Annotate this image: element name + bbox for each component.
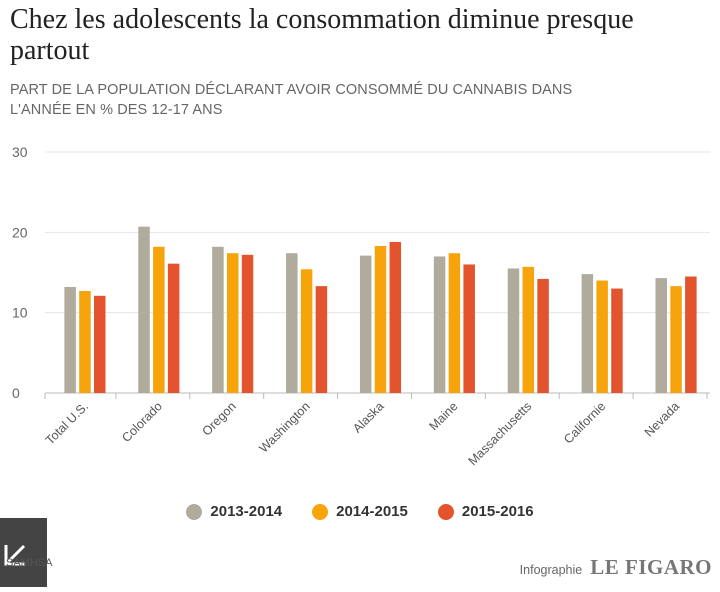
bar-2013-2014 <box>64 286 76 393</box>
y-tick-label: 20 <box>12 224 28 240</box>
bar-2014-2015 <box>79 290 91 393</box>
chart-title: Chez les adolescents la consommation dim… <box>10 4 634 66</box>
bar-2015-2016 <box>685 276 697 393</box>
y-tick-label: 0 <box>12 385 20 401</box>
bar-2014-2015 <box>226 253 239 393</box>
bar-2013-2014 <box>359 255 372 393</box>
bar-2014-2015 <box>596 280 608 393</box>
legend-swatch <box>312 503 329 520</box>
bar-2015-2016 <box>93 295 106 393</box>
bar-2013-2014 <box>212 246 224 393</box>
legend-swatch <box>186 503 203 520</box>
bar-2013-2014 <box>286 253 298 393</box>
x-tick-label: Oregon <box>199 399 238 438</box>
brand-logo: LE FIGARO <box>590 555 712 579</box>
bar-2013-2014 <box>138 226 150 393</box>
legend-label: 2014-2015 <box>336 503 408 520</box>
bar-2015-2016 <box>241 254 254 393</box>
bar-2015-2016 <box>389 241 402 393</box>
bar-2015-2016 <box>463 264 475 393</box>
legend-swatch <box>437 503 454 520</box>
legend-item-2014-2015[interactable]: 2014-2015 <box>312 503 408 520</box>
chart-legend: 2013-2014 2014-2015 2015-2016 <box>0 503 720 520</box>
bar-2013-2014 <box>581 274 594 393</box>
y-tick-label: 30 <box>12 144 28 160</box>
bar-2015-2016 <box>611 288 623 393</box>
x-tick-label: Alaska <box>350 399 386 435</box>
x-tick-label: Nevada <box>642 399 682 439</box>
y-tick-label: 10 <box>12 305 28 321</box>
credit-label: Infographie <box>519 563 583 577</box>
bar-2015-2016 <box>167 263 180 393</box>
expand-arrow-icon <box>4 544 26 566</box>
bar-2015-2016 <box>537 278 549 393</box>
bar-2014-2015 <box>300 269 313 393</box>
x-tick-label: Massachusetts <box>466 399 535 468</box>
legend-item-2013-2014[interactable]: 2013-2014 <box>186 503 282 520</box>
bar-2013-2014 <box>655 278 668 393</box>
chart-subtitle: PART DE LA POPULATION DÉCLARANT AVOIR CO… <box>10 82 573 118</box>
x-tick-label: Californie <box>561 399 608 446</box>
bar-2015-2016 <box>315 286 328 393</box>
bar-2013-2014 <box>433 256 446 393</box>
bar-2014-2015 <box>153 246 165 393</box>
expand-button[interactable] <box>0 518 47 587</box>
x-tick-label: Total U.S. <box>43 399 91 447</box>
legend-item-2015-2016[interactable]: 2015-2016 <box>437 503 534 520</box>
bar-2013-2014 <box>507 268 520 393</box>
bar-2014-2015 <box>670 286 682 393</box>
legend-label: 2015-2016 <box>461 503 534 520</box>
x-tick-label: Washington <box>256 399 312 455</box>
bar-2014-2015 <box>374 245 387 393</box>
source-note: SAMHSA <box>6 557 53 569</box>
bar-chart: 0 10 20 30 Total U.S. Colorado Oregon Washingto… <box>12 144 710 468</box>
credit: Infographie LE FIGARO <box>520 555 712 580</box>
bar-2014-2015 <box>522 266 535 393</box>
bar-2014-2015 <box>448 253 461 393</box>
x-tick-label: Maine <box>427 399 461 433</box>
legend-label: 2013-2014 <box>210 503 283 520</box>
x-tick-label: Colorado <box>119 399 165 445</box>
